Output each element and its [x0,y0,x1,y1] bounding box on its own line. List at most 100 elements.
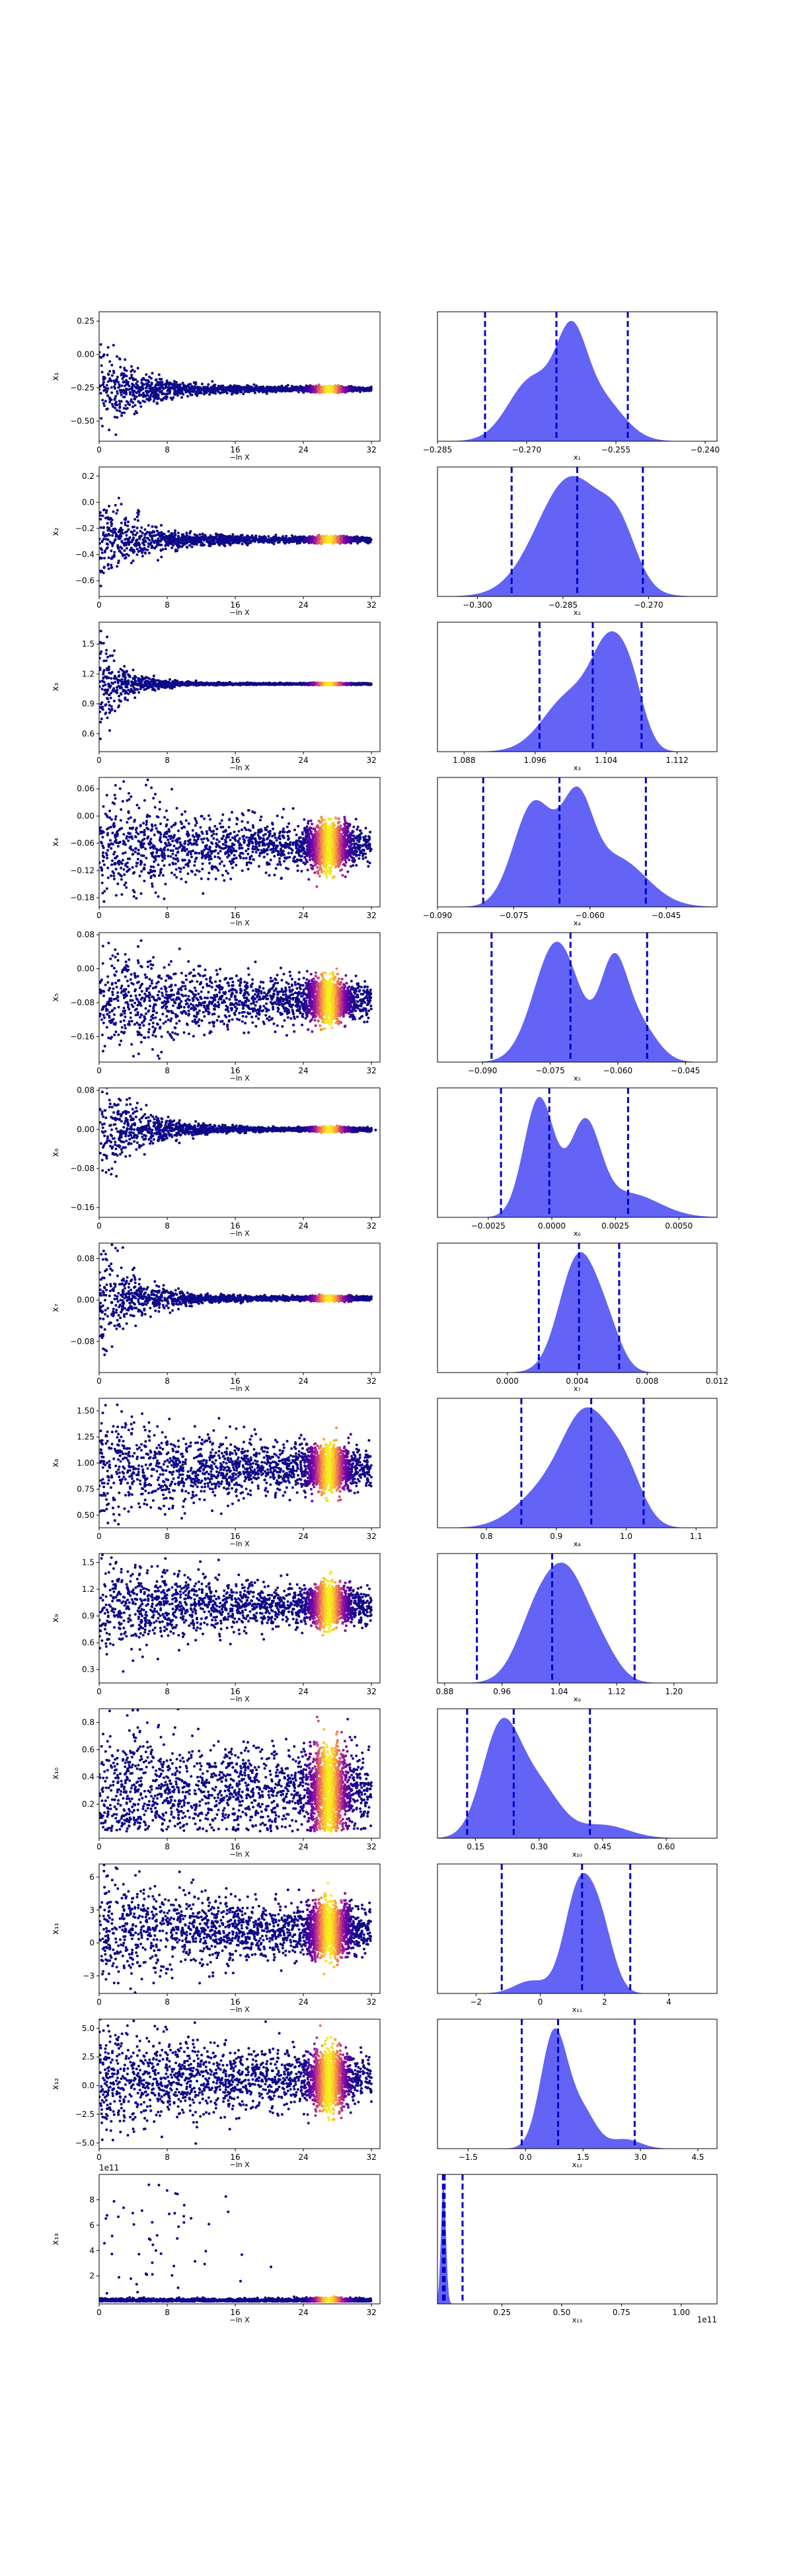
scatter-point [141,531,144,534]
scatter-point [174,533,177,536]
scatter-point [110,391,114,394]
scatter-point [135,391,138,394]
scatter-point [102,402,105,405]
scatter-point [159,398,163,401]
scatter-point [272,542,276,546]
scatter-point [115,512,118,515]
scatter-point [341,388,344,392]
scatter-point [99,343,102,346]
scatter-point [100,540,104,544]
scatter-point [199,386,202,390]
scatter-point [133,404,137,407]
scatter-point [104,511,108,515]
scatter-point [127,528,130,531]
scatter-point [297,536,300,539]
scatter-point [184,387,188,390]
scatter-point [165,379,169,382]
scatter-point [99,388,101,391]
x-axis-label: x₁ [574,453,581,462]
scatter-point [123,549,126,552]
scatter-point [271,390,274,393]
x-tick-label: −0.285 [423,445,452,454]
scatter-point [231,389,235,392]
scatter-point [160,386,163,389]
scatter-point [110,519,114,522]
scatter-point [262,386,266,390]
scatter-point [106,353,109,357]
scatter-point [200,539,203,542]
scatter-point [299,386,303,390]
scatter-point [182,533,185,536]
scatter-point [369,385,373,388]
scatter-point [329,390,332,393]
scatter-point [184,390,188,394]
scatter-point [132,551,135,554]
scatter-point [105,390,108,393]
scatter-point [114,397,117,400]
scatter-point [317,386,321,390]
scatter-point [178,383,182,386]
scatter-point [334,389,337,392]
scatter-point [104,517,107,520]
scatter-point [164,548,167,550]
scatter-point [239,388,242,390]
scatter-point [130,561,133,565]
scatter-point [135,553,139,556]
scatter-point [160,555,163,559]
scatter-point [174,529,177,532]
scatter-point [123,554,126,557]
scatter-point [126,407,129,410]
scatter-point [151,536,154,540]
scatter-point [118,388,122,392]
scatter-point [322,387,325,390]
axes-frame [437,311,718,442]
scatter-point [114,528,117,531]
scatter-point [116,390,119,393]
scatter-point [158,390,161,394]
scatter-point [270,386,273,389]
scatter-point [197,388,200,391]
scatter-point [229,388,233,392]
scatter-point [141,400,145,403]
scatter-point [147,542,150,545]
scatter-point [160,544,163,547]
scatter-point [100,356,103,359]
scatter-point [120,373,123,376]
scatter-point [110,563,113,567]
scatter-point [129,392,132,396]
scatter-point [233,535,237,538]
scatter-point [258,386,262,390]
scatter-point [145,398,149,401]
scatter-point [356,386,359,390]
scatter-point [120,384,124,387]
scatter-point [108,398,112,401]
scatter-point [130,365,133,368]
scatter-point [221,384,225,388]
scatter-point [144,378,147,382]
scatter-point [134,385,137,388]
scatter-point [132,393,135,396]
scatter-point [248,541,252,544]
scatter-point [149,393,153,396]
scatter-point [273,390,276,393]
scatter-point [111,544,114,548]
scatter-point [110,550,113,552]
scatter-point [212,539,215,542]
scatter-point [127,388,130,391]
scatter-point [102,526,105,530]
scatter-point [339,386,342,389]
scatter-point [344,391,347,394]
scatter-point [157,543,161,546]
scatter-point [156,380,159,384]
scatter-point [108,534,111,537]
kde-density [437,320,717,441]
scatter-point [250,386,254,389]
scatter-point [207,383,210,386]
scatter-point [120,540,124,543]
scatter-point [206,538,209,542]
scatter-point [127,402,130,406]
scatter-point [126,530,129,533]
y-tick-label: 0.00 [77,350,94,359]
